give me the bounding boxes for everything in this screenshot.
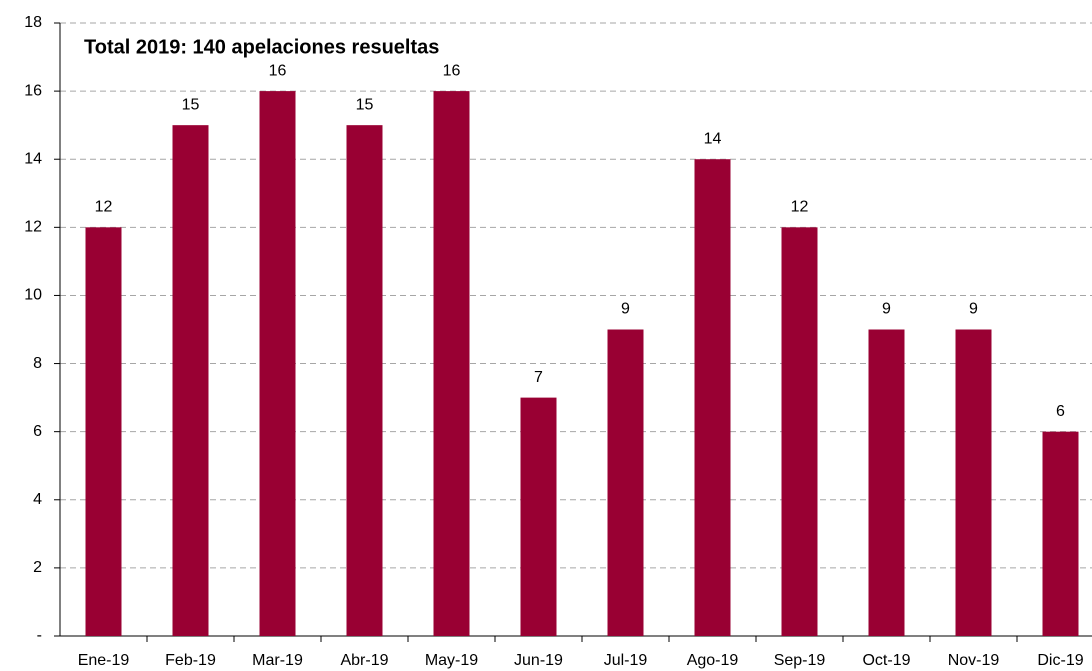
x-tick-label: Ene-19	[78, 652, 130, 669]
bar	[955, 329, 992, 636]
x-tick-label: Ago-19	[687, 652, 739, 669]
x-tick-label: Feb-19	[165, 652, 216, 669]
y-tick-label: 14	[24, 150, 42, 167]
data-label: 9	[969, 301, 978, 318]
data-label: 15	[356, 96, 374, 113]
data-label: 12	[95, 199, 113, 216]
chart-title: Total 2019: 140 apelaciones resueltas	[84, 36, 439, 58]
y-tick-label: 12	[24, 219, 42, 236]
y-tick-label: 18	[24, 14, 42, 31]
x-tick-label: Nov-19	[948, 652, 1000, 669]
x-tick-label: Jun-19	[514, 652, 563, 669]
y-tick-label: 8	[33, 355, 42, 372]
x-tick-label: Jul-19	[604, 652, 648, 669]
data-label: 9	[882, 301, 891, 318]
bar	[172, 125, 209, 637]
x-tick-label: Oct-19	[862, 652, 910, 669]
data-label: 16	[443, 62, 461, 79]
title-background	[80, 32, 540, 62]
bar	[259, 91, 296, 637]
bar	[433, 91, 470, 637]
bar	[694, 159, 731, 636]
x-tick-label: May-19	[425, 652, 478, 669]
bar	[85, 227, 122, 637]
x-tick-label: Sep-19	[774, 652, 826, 669]
y-tick-label: 16	[24, 82, 42, 99]
data-label: 6	[1056, 403, 1065, 420]
y-tick-label: 6	[33, 423, 42, 440]
data-label: 12	[791, 199, 809, 216]
bar	[346, 125, 383, 637]
y-tick-label: -	[37, 627, 42, 644]
data-label: 15	[182, 96, 200, 113]
x-tick-label: Abr-19	[340, 652, 388, 669]
x-tick-label: Dic-19	[1037, 652, 1083, 669]
y-tick-label: 10	[24, 287, 42, 304]
y-tick-label: 2	[33, 559, 42, 576]
data-label: 9	[621, 301, 630, 318]
data-label: 16	[269, 62, 287, 79]
bar	[607, 329, 644, 636]
bar	[868, 329, 905, 636]
data-label: 14	[704, 130, 722, 147]
x-tick-label: Mar-19	[252, 652, 303, 669]
bar	[781, 227, 818, 637]
bar	[1042, 431, 1079, 636]
bar	[520, 397, 557, 636]
data-label: 7	[534, 369, 543, 386]
y-tick-label: 4	[33, 491, 42, 508]
